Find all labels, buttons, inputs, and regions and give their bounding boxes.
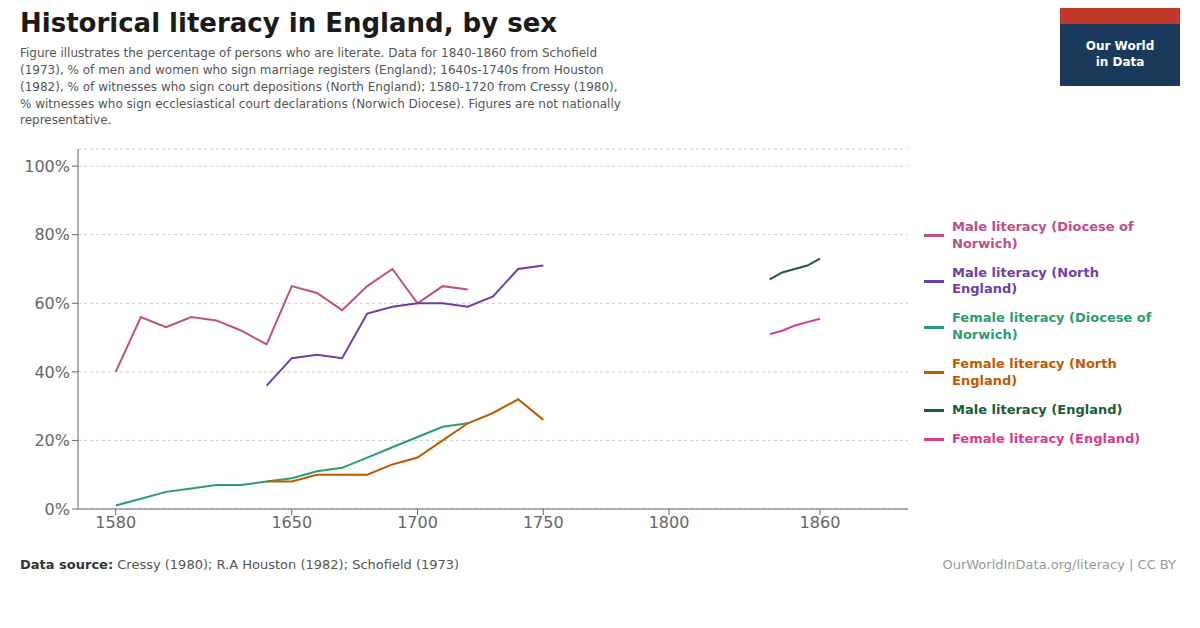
svg-text:0%: 0% [45,500,70,519]
svg-text:1750: 1750 [523,514,564,533]
svg-text:40%: 40% [34,363,70,382]
html-text:Male literacy (North England): Male literacy (North England) [952,264,1099,297]
svg-text:1700: 1700 [397,514,438,533]
svg-text:20%: 20% [34,431,70,450]
svg-text:80%: 80% [34,226,70,245]
html-text:Male literacy (Diocese of Norw: Male literacy (Diocese of Norwich) [952,218,1134,251]
html-text:Data source: Cressy (1980); R.: Data source: Cressy (1980); R.A Houston … [20,557,460,573]
html-text:Figure illustrates the percent: Figure illustrates the percentage of per… [20,46,621,128]
svg-text:100%: 100% [24,157,70,176]
svg-text:60%: 60% [34,294,70,313]
html-text:Male literacy (England): Male literacy (England) [952,401,1123,417]
html-text:Female literacy (England): Female literacy (England) [952,430,1141,446]
html-text:Female literacy (Diocese of No: Female literacy (Diocese of Norwich) [952,310,1152,343]
html-text:OurWorldInData.org/literacy |: OurWorldInData.org/literacy | CC BY [942,557,1176,573]
svg-text:1650: 1650 [271,514,312,533]
svg-text:1860: 1860 [800,514,841,533]
svg-text:1580: 1580 [95,514,136,533]
html-text:Our World in Data: Our World in Data [1085,39,1155,69]
svg-text:1800: 1800 [649,514,690,533]
html-text:Historical literacy in England: Historical literacy in England, by sex [20,8,558,38]
html-text:Female literacy (North England: Female literacy (North England) [952,356,1117,388]
